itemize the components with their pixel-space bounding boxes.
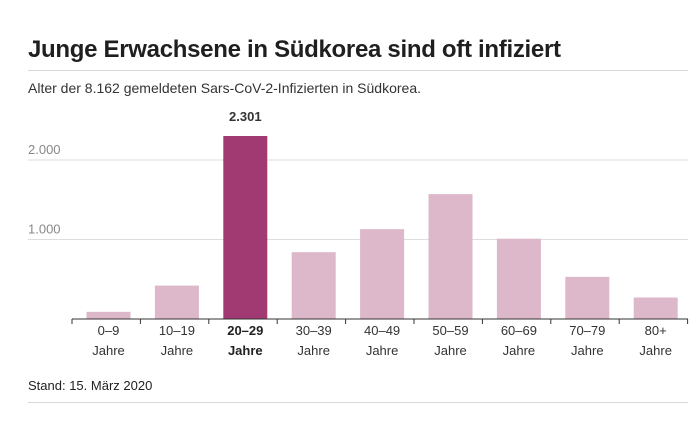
title-divider — [28, 70, 688, 71]
x-tick-sublabel-5: Jahre — [434, 343, 467, 358]
x-tick-label-0: 0–9 — [98, 323, 120, 338]
x-tick-sublabel-4: Jahre — [366, 343, 399, 358]
x-tick-label-3: 30–39 — [296, 323, 332, 338]
bar-1 — [154, 285, 199, 319]
x-tick-sublabel-1: Jahre — [161, 343, 194, 358]
bar-5 — [428, 194, 473, 319]
x-tick-sublabel-3: Jahre — [297, 343, 330, 358]
x-tick-label-4: 40–49 — [364, 323, 400, 338]
x-tick-sublabel-8: Jahre — [639, 343, 672, 358]
x-tick-label-2: 20–29 — [227, 323, 263, 338]
data-label-highlight: 2.301 — [229, 109, 262, 124]
x-tick-sublabel-0: Jahre — [92, 343, 125, 358]
bar-8 — [633, 297, 678, 319]
chart-footer: Stand: 15. März 2020 — [28, 378, 153, 393]
footer-divider — [28, 402, 688, 403]
x-tick-label-5: 50–59 — [432, 323, 468, 338]
bar-6 — [496, 238, 541, 319]
bar-7 — [565, 276, 610, 319]
chart-title: Junge Erwachsene in Südkorea sind oft in… — [28, 36, 561, 63]
x-tick-sublabel-7: Jahre — [571, 343, 604, 358]
bar-3 — [291, 252, 336, 319]
chart-subtitle: Alter der 8.162 gemeldeten Sars-CoV-2-In… — [28, 80, 421, 96]
x-tick-sublabel-2: Jahre — [228, 343, 263, 358]
x-tick-label-7: 70–79 — [569, 323, 605, 338]
x-tick-label-1: 10–19 — [159, 323, 195, 338]
bar-2 — [223, 136, 268, 319]
x-tick-label-6: 60–69 — [501, 323, 537, 338]
x-tick-sublabel-6: Jahre — [503, 343, 536, 358]
bar-0 — [86, 311, 131, 319]
x-tick-label-8: 80+ — [645, 323, 667, 338]
y-tick-label-1: 2.000 — [28, 142, 61, 157]
bar-4 — [360, 229, 405, 319]
y-tick-label-0: 1.000 — [28, 221, 61, 236]
